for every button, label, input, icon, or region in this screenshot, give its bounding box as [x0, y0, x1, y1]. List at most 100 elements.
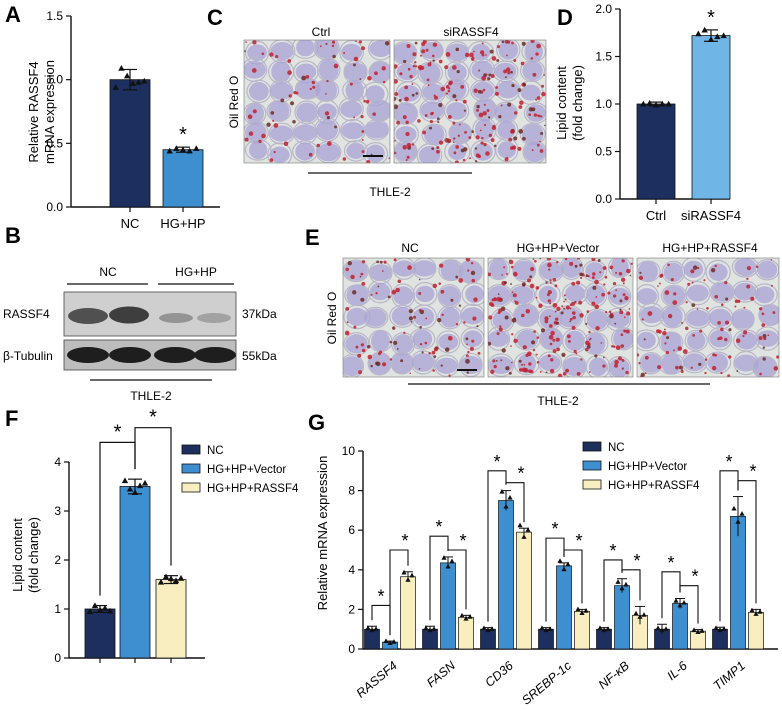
micrograph-lipid-droplet — [496, 58, 500, 62]
panel-g-data-point — [517, 522, 523, 528]
micrograph-lipid-droplet — [252, 40, 257, 45]
micrograph-cell-outline — [488, 258, 511, 281]
micrograph-lipid-droplet — [746, 266, 752, 271]
micrograph-lipid-droplet — [412, 52, 417, 57]
micrograph-lipid-droplet — [445, 92, 448, 95]
micrograph-lipid-droplet — [761, 323, 766, 327]
micrograph-nucleus — [660, 331, 682, 354]
micrograph-lipid-droplet — [361, 46, 366, 51]
micrograph-lipid-droplet — [678, 365, 683, 370]
micrograph-nucleus — [245, 103, 265, 124]
micrograph-cell-outline — [730, 308, 755, 331]
micrograph-nucleus — [565, 284, 586, 303]
micrograph-lipid-droplet — [432, 59, 435, 62]
panel-a-bar — [162, 149, 204, 208]
micrograph-lipid-droplet — [504, 315, 509, 320]
micrograph-lipid-droplet — [353, 116, 356, 119]
micrograph-lipid-droplet — [518, 105, 523, 109]
micrograph-lipid-droplet — [750, 296, 755, 301]
panel-g-x-tick-label: IL-6 — [664, 659, 690, 684]
micrograph-lipid-droplet — [444, 65, 449, 70]
micrograph-lipid-droplet — [483, 103, 486, 106]
micrograph-lipid-droplet — [554, 317, 559, 321]
micrograph-lipid-droplet — [563, 307, 566, 310]
micrograph-lipid-droplet — [625, 370, 629, 375]
micrograph-lipid-droplet — [409, 74, 413, 79]
micrograph-lipid-droplet — [536, 43, 541, 49]
micrograph-lipid-droplet — [355, 40, 357, 42]
micrograph-lipid-droplet — [629, 274, 632, 277]
micrograph-nucleus — [539, 261, 563, 281]
micrograph-nucleus — [494, 103, 517, 122]
micrograph-lipid-droplet — [496, 332, 500, 336]
panel-g-data-point — [605, 626, 611, 631]
panel-g-bar — [440, 562, 456, 650]
panel-g-data-point — [485, 627, 491, 633]
micrograph-cell-outline — [458, 352, 483, 377]
micrograph-lipid-droplet — [520, 61, 525, 66]
micrograph-nucleus — [613, 328, 633, 350]
panel-d-ylabel-1: Lipid content — [554, 66, 569, 140]
micrograph-lipid-droplet — [619, 310, 624, 315]
micrograph-nucleus — [340, 100, 363, 118]
micrograph-lipid-droplet — [665, 350, 670, 355]
micrograph-lipid-droplet — [550, 358, 554, 362]
micrograph-nucleus — [683, 353, 706, 372]
micrograph-nucleus — [510, 285, 534, 305]
panel-g-data-point — [507, 494, 513, 500]
micrograph-lipid-droplet — [528, 362, 532, 366]
panel-g-data-point — [739, 511, 745, 516]
micrograph-lipid-droplet — [358, 370, 363, 375]
panel-g-bar — [400, 576, 416, 650]
micrograph-nucleus — [369, 40, 390, 58]
micrograph-lipid-droplet — [503, 266, 506, 269]
micrograph-nucleus — [412, 329, 433, 349]
micrograph-lipid-droplet — [770, 284, 773, 287]
micrograph-nucleus — [316, 119, 338, 141]
micrograph-lipid-droplet — [549, 279, 552, 282]
micrograph-lipid-droplet — [591, 276, 595, 280]
micrograph-lipid-droplet — [467, 269, 470, 272]
micrograph-lipid-droplet — [530, 40, 535, 43]
micrograph-lipid-droplet — [418, 309, 422, 312]
micrograph-lipid-droplet — [283, 141, 289, 147]
micrograph-lipid-droplet — [725, 297, 729, 301]
micrograph-lipid-droplet — [569, 320, 572, 323]
micrograph-lipid-droplet — [382, 270, 384, 272]
micrograph-lipid-droplet — [471, 130, 475, 134]
micrograph-cell-outline — [582, 332, 609, 355]
micrograph-lipid-droplet — [409, 372, 412, 375]
micrograph-lipid-droplet — [463, 109, 466, 112]
micrograph-border — [393, 39, 547, 164]
micrograph-lipid-droplet — [664, 290, 670, 295]
micrograph-lipid-droplet — [383, 260, 387, 264]
micrograph-nucleus — [296, 102, 318, 123]
panel-e-cell-line: THLE-2 — [537, 394, 579, 408]
micrograph-lipid-droplet — [767, 334, 770, 337]
micrograph-nucleus — [735, 331, 757, 350]
micrograph-lipid-droplet — [361, 130, 365, 133]
micrograph-lipid-droplet — [275, 54, 279, 59]
panel-g-data-point — [373, 626, 379, 631]
micrograph-lipid-droplet — [361, 348, 366, 353]
micrograph-lipid-droplet — [681, 369, 684, 371]
panel-g-y-tick-label: 2 — [348, 602, 355, 616]
micrograph-lipid-droplet — [488, 272, 492, 277]
micrograph-lipid-droplet — [536, 336, 540, 339]
micrograph-lipid-droplet — [477, 351, 481, 355]
micrograph-lipid-droplet — [491, 56, 497, 61]
micrograph-lipid-droplet — [549, 342, 553, 346]
micrograph-lipid-droplet — [465, 354, 469, 358]
micrograph-lipid-droplet — [458, 278, 464, 283]
micrograph-lipid-droplet — [347, 261, 352, 266]
micrograph-nucleus — [269, 125, 294, 142]
panel-f-y-tick-label: 2 — [54, 553, 61, 567]
micrograph-lipid-droplet — [603, 356, 605, 359]
micrograph-lipid-droplet — [437, 317, 442, 323]
micrograph-lipid-droplet — [496, 296, 502, 302]
micrograph-lipid-droplet — [549, 282, 552, 284]
panel-g-x-tick-label: FASN — [424, 658, 459, 690]
micrograph-lipid-droplet — [534, 259, 537, 263]
panel-a-data-point — [186, 147, 193, 154]
